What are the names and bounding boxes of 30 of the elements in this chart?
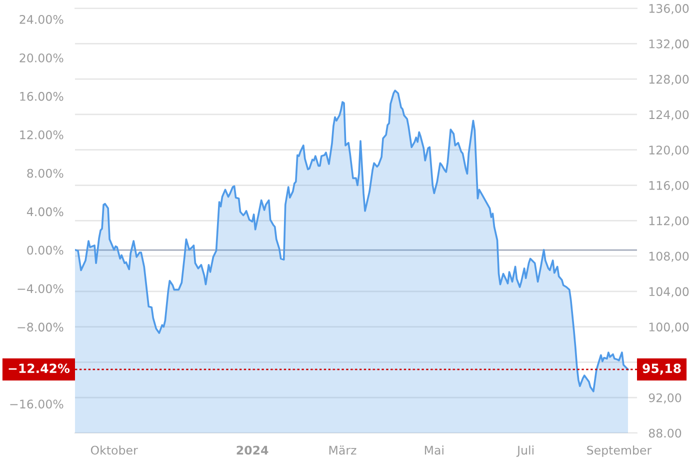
y-tick-label: 20.00% bbox=[20, 53, 64, 62]
y2-tick-label: 124,00 bbox=[649, 110, 689, 120]
y-tick-label: −16.00% bbox=[10, 400, 64, 409]
y-tick-label: −8.00% bbox=[18, 322, 64, 332]
x-tick-label: 2024 bbox=[236, 446, 268, 455]
y2-tick-label: 112,00 bbox=[649, 216, 689, 227]
text: −12.42% bbox=[8, 364, 70, 374]
y-tick-label: 4.00% bbox=[26, 207, 64, 216]
y2-tick-label: 116,00 bbox=[649, 180, 689, 192]
y2-tick-label: 88.00 bbox=[648, 428, 682, 438]
y2-tick-label: 104,00 bbox=[649, 287, 689, 298]
x-tick-label: Mai bbox=[424, 446, 444, 455]
y2-tick-label: 132,00 bbox=[649, 39, 689, 50]
ref-line-label: 95,18 bbox=[642, 364, 681, 375]
x-tick-label: Juli bbox=[516, 446, 534, 457]
y2-tick-label: 136,00 bbox=[649, 4, 689, 14]
y-tick-label: 8.00% bbox=[27, 168, 64, 178]
y-tick-label: 16.00% bbox=[20, 92, 64, 101]
x-tick-label: September bbox=[587, 446, 652, 457]
y-tick-label: −4.00% bbox=[18, 284, 64, 294]
y2-tick-label: 120,00 bbox=[649, 146, 689, 156]
x-tick-label: Oktober bbox=[90, 446, 138, 455]
y2-tick-label: 100,00 bbox=[649, 322, 689, 333]
y-tick-label: 0.00% bbox=[27, 246, 64, 255]
y-tick-label: 12.00% bbox=[20, 130, 64, 140]
y2-tick-label: 128,00 bbox=[649, 74, 689, 85]
y2-tick-label: 92,00 bbox=[648, 393, 682, 404]
x-tick-label: März bbox=[329, 446, 356, 455]
y2-tick-label: 108,00 bbox=[649, 252, 689, 262]
y-tick-label: 24.00% bbox=[20, 14, 64, 24]
